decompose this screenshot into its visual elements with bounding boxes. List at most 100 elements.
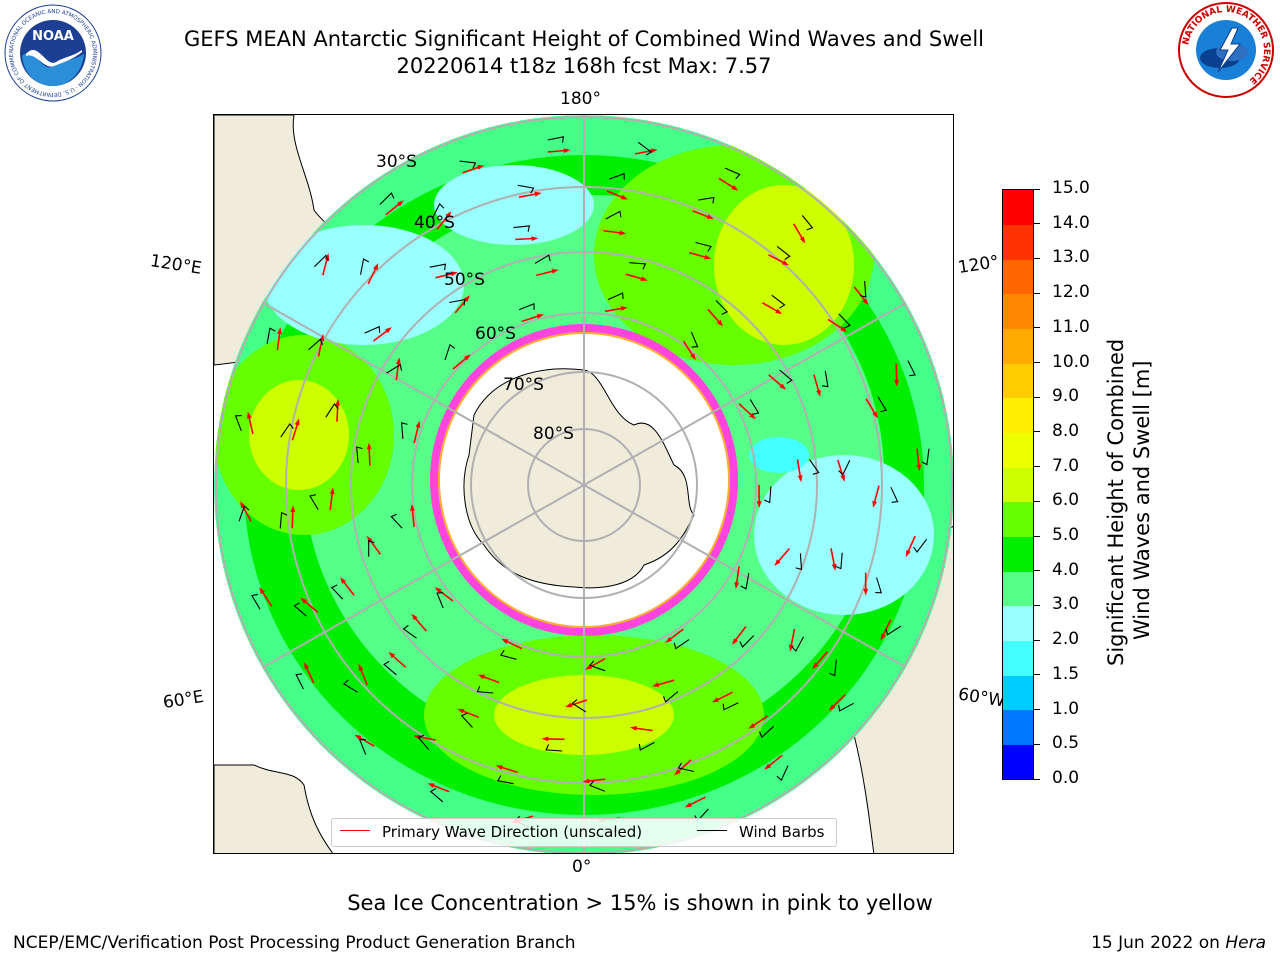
wave-direction-arrowhead bbox=[684, 802, 692, 808]
wave-direction-arrowhead bbox=[731, 185, 739, 191]
wave-direction-arrowhead bbox=[534, 191, 542, 197]
colorbar-tick-mark bbox=[1034, 466, 1040, 468]
wave-direction-arrowhead bbox=[781, 260, 789, 266]
wave-direction-arrow bbox=[634, 727, 653, 732]
wind-barb bbox=[417, 734, 430, 751]
colorbar-tick-label: 4.0 bbox=[1052, 559, 1080, 580]
wind-barb bbox=[875, 577, 883, 594]
lon-label-60w: 60°W bbox=[956, 684, 1007, 712]
wind-barb bbox=[801, 215, 814, 231]
wave-direction-arrowhead bbox=[620, 306, 628, 311]
wave-direction-arrowhead bbox=[536, 314, 544, 319]
wave-direction-arrowhead bbox=[373, 263, 379, 271]
wave-region-15m-e bbox=[749, 437, 809, 473]
wave-direction-arrowhead bbox=[495, 765, 503, 770]
wave-direction-arrowhead bbox=[880, 633, 886, 641]
wave-direction-arrowhead bbox=[629, 726, 637, 731]
lon-label-180: 180° bbox=[560, 89, 601, 109]
colorbar-segment bbox=[1003, 744, 1033, 780]
wave-direction-arrow bbox=[452, 356, 468, 370]
wind-barb bbox=[724, 167, 741, 180]
wave-direction-arrow bbox=[322, 257, 329, 276]
colorbar-tick-mark bbox=[1034, 362, 1040, 364]
wave-direction-arrow bbox=[518, 193, 537, 198]
wind-barb bbox=[913, 538, 928, 553]
wind-barb bbox=[859, 280, 867, 298]
wind-barb bbox=[607, 292, 624, 301]
wave-direction-arrow bbox=[796, 459, 802, 478]
wind-barb bbox=[638, 741, 655, 751]
wave-direction-arrowhead bbox=[335, 398, 341, 406]
wave-direction-arrow bbox=[418, 735, 437, 741]
wave-direction-arrow bbox=[547, 149, 566, 153]
colorbar-tick-mark bbox=[1034, 639, 1040, 641]
colorbar-segment bbox=[1003, 501, 1033, 537]
wind-barb bbox=[677, 762, 695, 773]
wind-barb bbox=[877, 396, 888, 413]
colorbar-segment bbox=[1003, 467, 1033, 503]
wind-barb bbox=[390, 513, 403, 529]
wave-direction-arrowhead bbox=[329, 487, 335, 495]
wind-barb bbox=[588, 780, 605, 792]
wave-direction-arrowhead bbox=[665, 637, 672, 643]
wave-direction-arrowhead bbox=[716, 319, 724, 327]
antarctica-land bbox=[463, 368, 695, 589]
wave-direction-arrow bbox=[865, 398, 876, 415]
colorbar-tick-mark bbox=[1034, 604, 1040, 606]
wave-direction-arrowhead bbox=[396, 357, 401, 365]
wave-direction-arrowhead bbox=[410, 504, 415, 511]
wave-direction-arrow bbox=[505, 640, 523, 650]
wind-barb bbox=[715, 300, 729, 315]
wave-direction-arrowhead bbox=[731, 638, 738, 645]
wind-barb bbox=[662, 691, 679, 703]
wave-direction-arrow bbox=[790, 628, 796, 647]
wave-direction-arrow bbox=[291, 422, 299, 441]
wind-barb bbox=[907, 360, 916, 377]
colorbar bbox=[1002, 189, 1034, 780]
wave-direction-arrow bbox=[907, 535, 916, 553]
wave-direction-arrow bbox=[303, 600, 319, 614]
wind-barb bbox=[359, 258, 370, 275]
wave-direction-arrowhead bbox=[797, 475, 803, 483]
wave-direction-arrow bbox=[358, 736, 375, 747]
colorbar-tick-label: 10.0 bbox=[1052, 351, 1090, 372]
wave-direction-arrow bbox=[462, 166, 480, 174]
nws-logo: NATIONAL WEATHER SERVICE bbox=[1178, 2, 1274, 98]
wind-barb bbox=[779, 369, 793, 384]
lat-label-70s: 70°S bbox=[503, 375, 544, 395]
colorbar-tick-label: 2.0 bbox=[1052, 629, 1080, 650]
wind-barb bbox=[266, 327, 276, 344]
wave-direction-arrowhead bbox=[477, 165, 485, 170]
wave-direction-arrow bbox=[291, 510, 294, 529]
wind-barb bbox=[763, 486, 772, 504]
colorbar-segment bbox=[1003, 224, 1033, 260]
wind-barb bbox=[838, 702, 854, 712]
wave-direction-arrow bbox=[677, 759, 692, 773]
wave-direction-arrowhead bbox=[748, 723, 756, 729]
wind-barb bbox=[534, 254, 551, 264]
colorbar-segment bbox=[1003, 675, 1033, 711]
wave-direction-arrowhead bbox=[415, 420, 421, 428]
wave-direction-arrow bbox=[827, 318, 844, 330]
colorbar-title-line2: Wind Waves and Swell [m] bbox=[1130, 360, 1154, 640]
wind-barb bbox=[921, 448, 930, 466]
legend-wind-barbs: Wind Barbs bbox=[739, 823, 825, 841]
wind-barb bbox=[690, 331, 699, 348]
wave-direction-arrowhead bbox=[396, 200, 404, 207]
wind-barb bbox=[431, 202, 445, 219]
wind-barb bbox=[234, 415, 242, 431]
wind-barb bbox=[402, 624, 417, 639]
wave-direction-arrow bbox=[536, 270, 554, 277]
lat-label-60s: 60°S bbox=[475, 324, 516, 344]
wave-direction-arrowhead bbox=[565, 702, 573, 708]
wind-barb bbox=[364, 325, 381, 334]
wave-direction-arrowhead bbox=[247, 411, 252, 419]
wave-direction-arrow bbox=[831, 694, 846, 708]
wave-direction-arrow bbox=[435, 272, 454, 279]
wave-direction-arrowhead bbox=[340, 577, 346, 584]
wave-direction-arrow bbox=[716, 691, 733, 702]
wave-direction-arrow bbox=[432, 784, 450, 793]
wave-direction-arrow bbox=[604, 307, 623, 313]
wave-direction-arrowhead bbox=[541, 736, 549, 742]
wave-direction-arrowhead bbox=[457, 708, 465, 714]
